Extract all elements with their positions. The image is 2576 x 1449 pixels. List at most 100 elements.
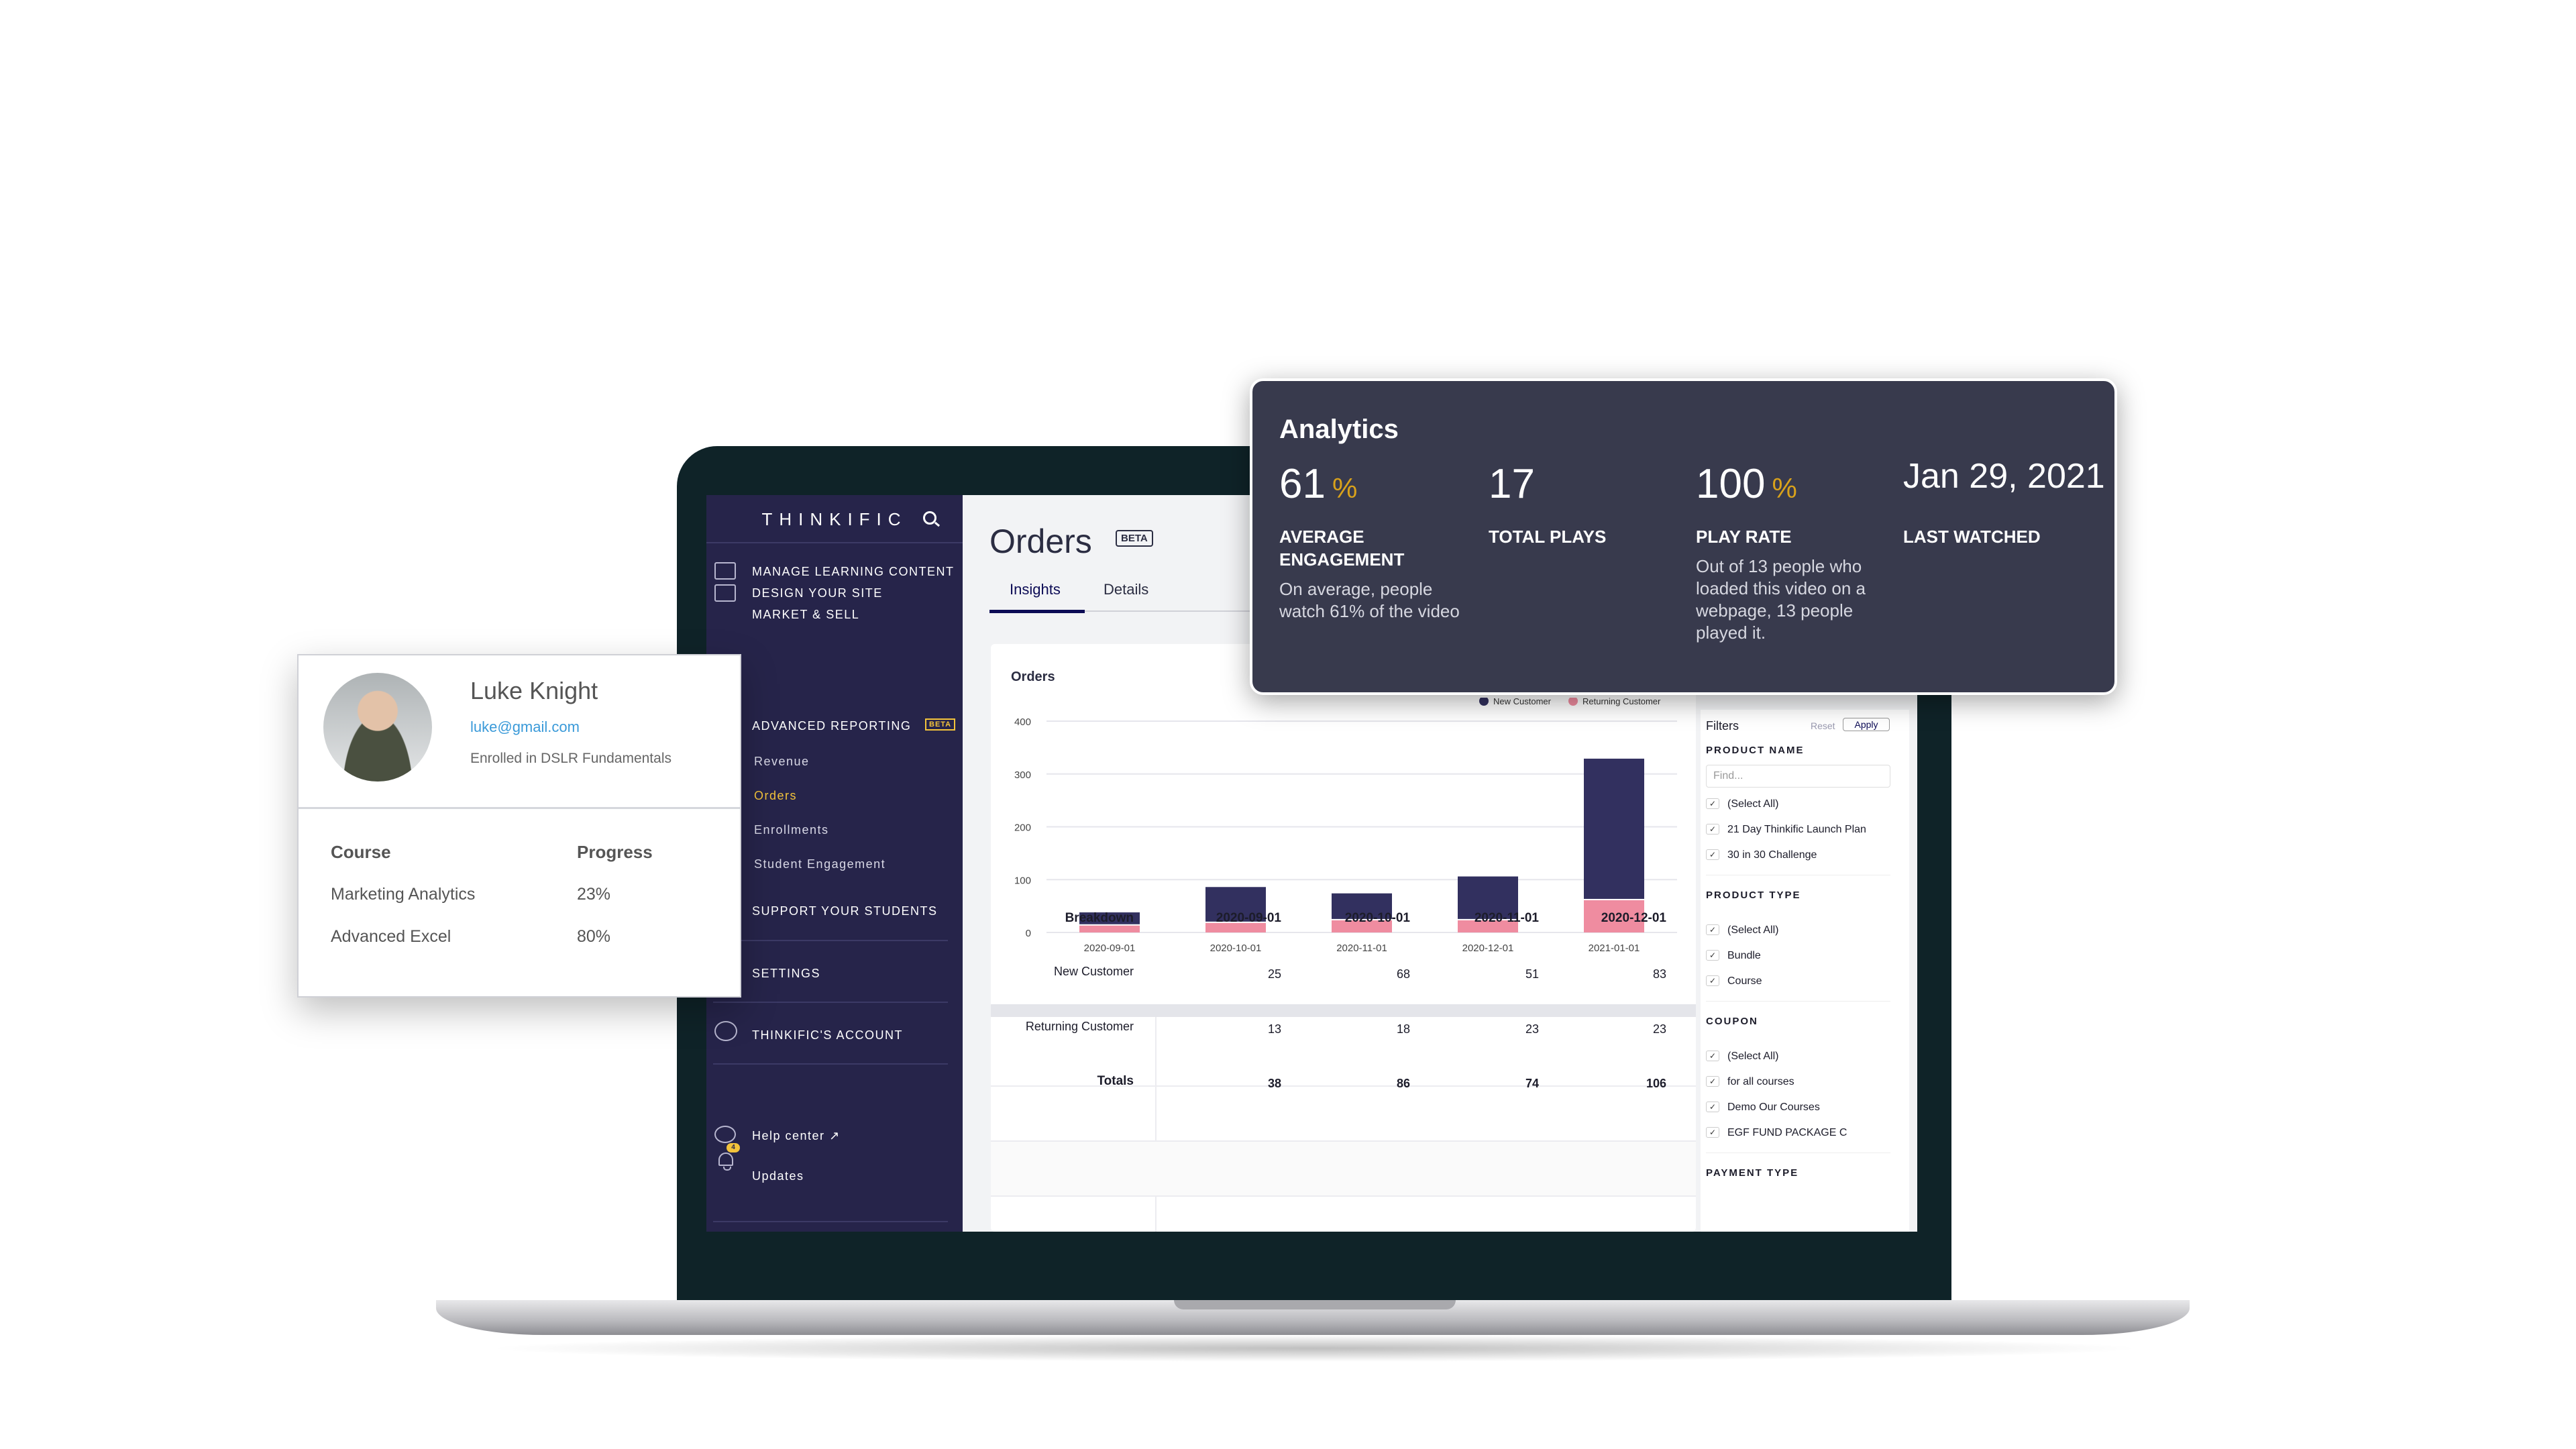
layout-icon bbox=[714, 584, 736, 602]
table-cell: 51 bbox=[1525, 967, 1539, 981]
row-divider bbox=[991, 1085, 1696, 1087]
laptop-shadow bbox=[483, 1335, 2147, 1362]
checkbox[interactable]: ✓ bbox=[1706, 1102, 1719, 1112]
sidebar-subitem-orders[interactable]: Orders bbox=[754, 789, 798, 802]
section-divider bbox=[991, 1004, 1696, 1017]
product-name-filter-label: PRODUCT NAME bbox=[1706, 745, 1805, 756]
bar-returning-customer bbox=[1458, 920, 1518, 932]
course-progress: 80% bbox=[577, 927, 611, 946]
checkbox[interactable]: ✓ bbox=[1706, 1127, 1719, 1138]
card-title: Orders bbox=[1011, 669, 1055, 684]
filter-option[interactable]: 30 in 30 Challenge bbox=[1727, 849, 1817, 861]
laptop-notch bbox=[1174, 1300, 1456, 1309]
filter-option[interactable]: EGF FUND PACKAGE C bbox=[1727, 1127, 1847, 1138]
stat-number: 100 bbox=[1696, 461, 1766, 507]
sidebar-subitem-student-engagement[interactable]: Student Engagement bbox=[754, 857, 886, 871]
updates-link[interactable]: Updates bbox=[752, 1169, 804, 1183]
help-center-label: Help center bbox=[752, 1129, 825, 1142]
course-column-header: Course bbox=[331, 842, 391, 862]
table-cell: 13 bbox=[1267, 1022, 1281, 1036]
bar-new-customer bbox=[1332, 893, 1392, 919]
divider bbox=[713, 1002, 948, 1003]
percent-sign: % bbox=[1772, 472, 1797, 504]
sidebar-item-thinkifics-account[interactable]: THINKIFIC'S ACCOUNT bbox=[752, 1028, 903, 1042]
bell-icon bbox=[718, 1152, 733, 1171]
apply-button[interactable]: Apply bbox=[1843, 718, 1890, 731]
user-icon bbox=[714, 1021, 737, 1041]
sidebar-item-market-sell[interactable]: MARKET & SELL bbox=[752, 608, 860, 621]
tab-insights[interactable]: Insights bbox=[1010, 581, 1061, 598]
payment-type-filter-label: PAYMENT TYPE bbox=[1706, 1167, 1799, 1179]
lifebuoy-icon bbox=[714, 1126, 736, 1143]
orders-chart: 0 100 200 300 400 2020-09-01 2020-10-01 2020-11… bbox=[1014, 698, 1677, 954]
filter-option[interactable]: Course bbox=[1727, 975, 1762, 987]
analytics-card: Analytics 61% AVERAGE ENGAGEMENT On averag… bbox=[1250, 378, 2117, 695]
sidebar-item-advanced-reporting[interactable]: ADVANCED REPORTING bbox=[752, 719, 912, 733]
analytics-title: Analytics bbox=[1279, 415, 1399, 444]
checkbox[interactable]: ✓ bbox=[1706, 975, 1719, 986]
help-center-link[interactable]: Help center ↗ bbox=[752, 1129, 841, 1143]
filters-panel: Filters Reset Apply PRODUCT NAME Find... ✓… bbox=[1701, 710, 1909, 1232]
filter-option[interactable]: (Select All) bbox=[1727, 798, 1779, 810]
table-cell: 38 bbox=[1267, 1077, 1281, 1090]
sidebar-subitem-enrollments[interactable]: Enrollments bbox=[754, 823, 829, 837]
filter-option[interactable]: Demo Our Courses bbox=[1727, 1102, 1820, 1113]
tab-details[interactable]: Details bbox=[1104, 581, 1149, 598]
table-cell: 83 bbox=[1652, 967, 1666, 981]
bar-returning-customer bbox=[1205, 922, 1266, 932]
legend-label: New Customer bbox=[1493, 698, 1552, 706]
product-type-filter-label: PRODUCT TYPE bbox=[1706, 890, 1801, 901]
enrollment-status: Enrolled in DSLR Fundamentals bbox=[470, 751, 672, 766]
checkbox[interactable]: ✓ bbox=[1706, 950, 1719, 961]
bar-returning-customer bbox=[1584, 900, 1644, 932]
table-header-cell: 2020-11-01 bbox=[1474, 911, 1539, 925]
checkbox[interactable]: ✓ bbox=[1706, 824, 1719, 835]
stat-description: Out of 13 people who loaded this video o… bbox=[1696, 556, 1866, 643]
legend-swatch bbox=[1568, 698, 1578, 706]
checkbox[interactable]: ✓ bbox=[1706, 924, 1719, 935]
x-tick-label: 2021-01-01 bbox=[1589, 943, 1640, 954]
bar-returning-customer bbox=[1332, 920, 1392, 932]
x-tick-label: 2020-12-01 bbox=[1462, 943, 1514, 954]
product-search-input[interactable]: Find... bbox=[1706, 765, 1890, 788]
divider bbox=[299, 807, 740, 809]
y-tick-label: 100 bbox=[1014, 875, 1031, 886]
sidebar-item-support-your-students[interactable]: SUPPORT YOUR STUDENTS bbox=[752, 904, 938, 918]
filter-option[interactable]: 21 Day Thinkific Launch Plan bbox=[1727, 824, 1866, 835]
student-profile-card: Luke Knight luke@gmail.com Enrolled in D… bbox=[297, 654, 741, 998]
stat-description: On average, people watch 61% of the vide… bbox=[1279, 579, 1460, 621]
table-cell: 23 bbox=[1525, 1022, 1539, 1036]
sidebar: THINKIFIC MANAGE LEARNING CONTENT DESIGN… bbox=[706, 495, 963, 1232]
table-cell: 18 bbox=[1396, 1022, 1410, 1036]
sidebar-subitem-revenue[interactable]: Revenue bbox=[754, 755, 810, 768]
table-cell: 68 bbox=[1396, 967, 1410, 981]
row-label: New Customer bbox=[1053, 965, 1134, 978]
y-tick-label: 200 bbox=[1014, 822, 1031, 834]
checkbox[interactable]: ✓ bbox=[1706, 798, 1719, 809]
legend-swatch bbox=[1479, 698, 1489, 706]
sidebar-item-settings[interactable]: SETTINGS bbox=[752, 967, 821, 980]
sidebar-item-design-your-site[interactable]: DESIGN YOUR SITE bbox=[752, 586, 883, 600]
filter-option[interactable]: Bundle bbox=[1727, 950, 1761, 961]
page-title: Orders bbox=[989, 523, 1092, 560]
search-icon[interactable] bbox=[923, 511, 936, 525]
updates-count-badge: 4 bbox=[727, 1143, 740, 1152]
filter-option[interactable]: (Select All) bbox=[1727, 1051, 1779, 1062]
checkbox[interactable]: ✓ bbox=[1706, 1051, 1719, 1061]
row-label: Totals bbox=[1097, 1074, 1134, 1088]
stat-number: Jan 29, 2021 bbox=[1903, 457, 2105, 496]
filter-option[interactable]: for all courses bbox=[1727, 1076, 1794, 1087]
x-tick-label: 2020-10-01 bbox=[1210, 943, 1262, 954]
table-cell: 25 bbox=[1267, 967, 1281, 981]
percent-sign: % bbox=[1332, 472, 1358, 504]
filter-option[interactable]: (Select All) bbox=[1727, 924, 1779, 936]
checkbox[interactable]: ✓ bbox=[1706, 849, 1719, 860]
table-header-cell: Breakdown bbox=[1065, 911, 1134, 925]
reset-button[interactable]: Reset bbox=[1811, 720, 1835, 731]
row-stripe bbox=[991, 1142, 1696, 1195]
bar-new-customer bbox=[1584, 758, 1644, 899]
student-email[interactable]: luke@gmail.com bbox=[470, 718, 580, 735]
sidebar-item-manage-learning-content[interactable]: MANAGE LEARNING CONTENT bbox=[752, 565, 955, 578]
avatar bbox=[323, 673, 432, 782]
checkbox[interactable]: ✓ bbox=[1706, 1076, 1719, 1087]
